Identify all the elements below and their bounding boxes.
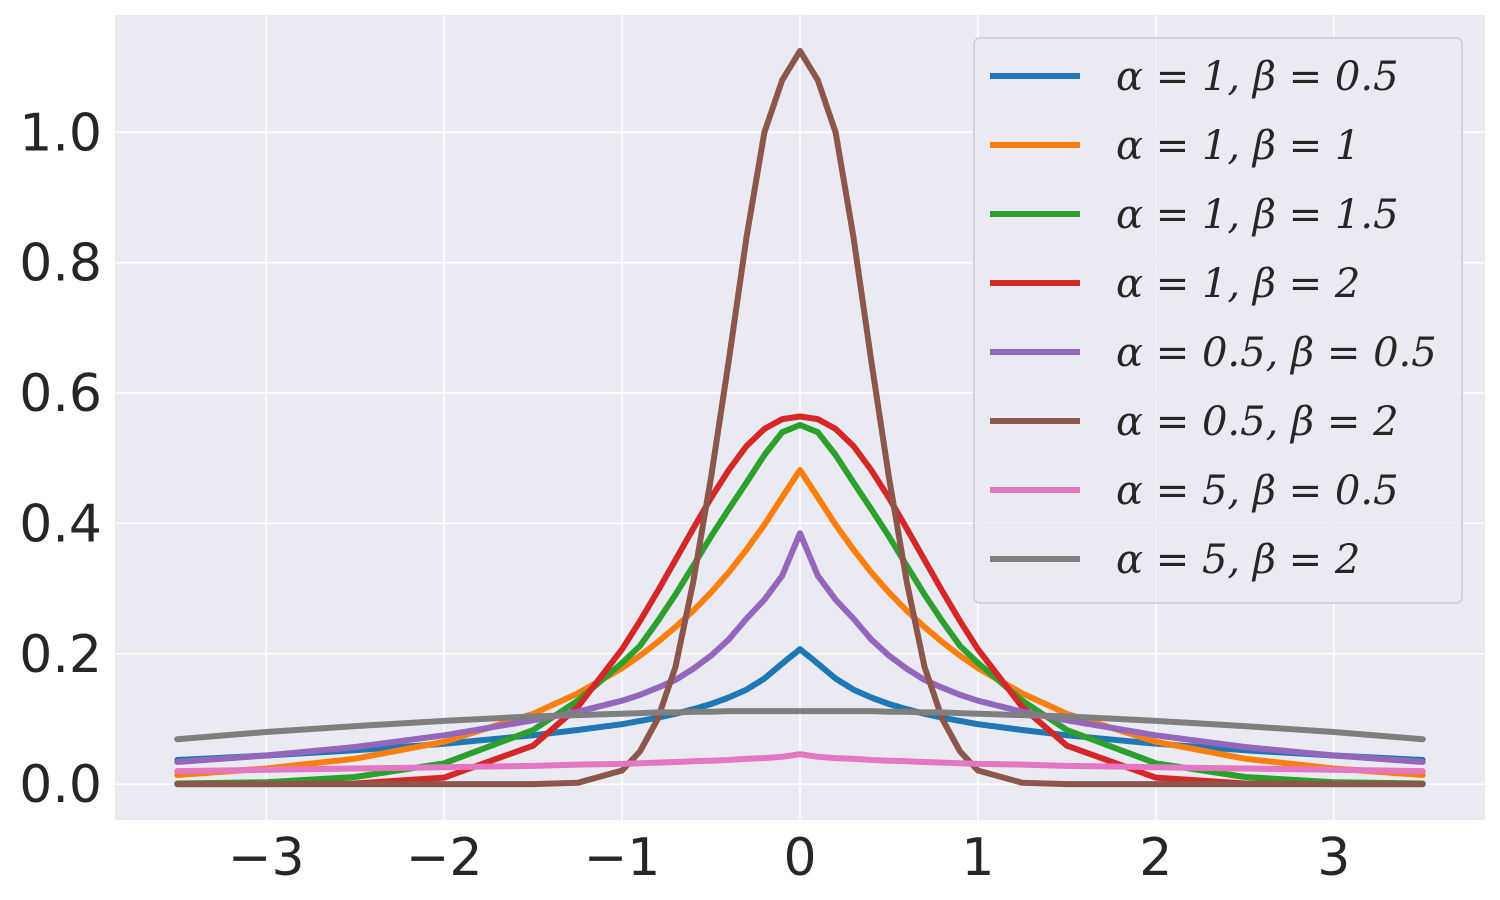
x-tick-label: −2 bbox=[406, 828, 483, 888]
legend-label: α = 1, β = 1.5 bbox=[1116, 192, 1399, 238]
series-line-7 bbox=[174, 708, 1426, 743]
y-tick-label: 0.8 bbox=[19, 234, 102, 294]
x-axis-tick-labels: −3 −2 −1 0 1 2 3 bbox=[228, 828, 1350, 888]
x-tick-label: −1 bbox=[584, 828, 661, 888]
series-lines bbox=[174, 47, 1426, 788]
series-line-0 bbox=[174, 646, 1426, 763]
series-line-6 bbox=[174, 751, 1426, 775]
legend-box bbox=[973, 37, 1463, 604]
legend-label: α = 0.5, β = 2 bbox=[1116, 399, 1399, 445]
x-tick-label: 3 bbox=[1317, 828, 1350, 888]
legend-label: α = 5, β = 2 bbox=[1116, 537, 1360, 583]
y-tick-label: 0.2 bbox=[19, 625, 102, 685]
legend: α = 1, β = 0.5 α = 1, β = 1 α = 1, β = 1.5… bbox=[973, 37, 1463, 604]
legend-label: α = 1, β = 0.5 bbox=[1116, 54, 1399, 100]
x-tick-label: 2 bbox=[1139, 828, 1172, 888]
series-line-4 bbox=[174, 530, 1426, 765]
legend-label: α = 5, β = 0.5 bbox=[1116, 468, 1399, 514]
y-axis-tick-labels: 0.0 0.2 0.4 0.6 0.8 1.0 bbox=[19, 103, 102, 815]
x-tick-label: 0 bbox=[783, 828, 816, 888]
y-tick-label: 0.6 bbox=[19, 364, 102, 424]
legend-label: α = 1, β = 1 bbox=[1116, 123, 1360, 169]
legend-label: α = 0.5, β = 0.5 bbox=[1116, 330, 1437, 376]
y-tick-label: 0.4 bbox=[19, 494, 102, 554]
legend-label: α = 1, β = 2 bbox=[1116, 261, 1360, 307]
series-line-3 bbox=[174, 413, 1426, 788]
y-tick-label: 1.0 bbox=[19, 103, 102, 163]
x-tick-label: 1 bbox=[961, 828, 994, 888]
series-line-5 bbox=[174, 47, 1426, 788]
y-tick-label: 0.0 bbox=[19, 755, 102, 815]
x-tick-label: −3 bbox=[228, 828, 305, 888]
